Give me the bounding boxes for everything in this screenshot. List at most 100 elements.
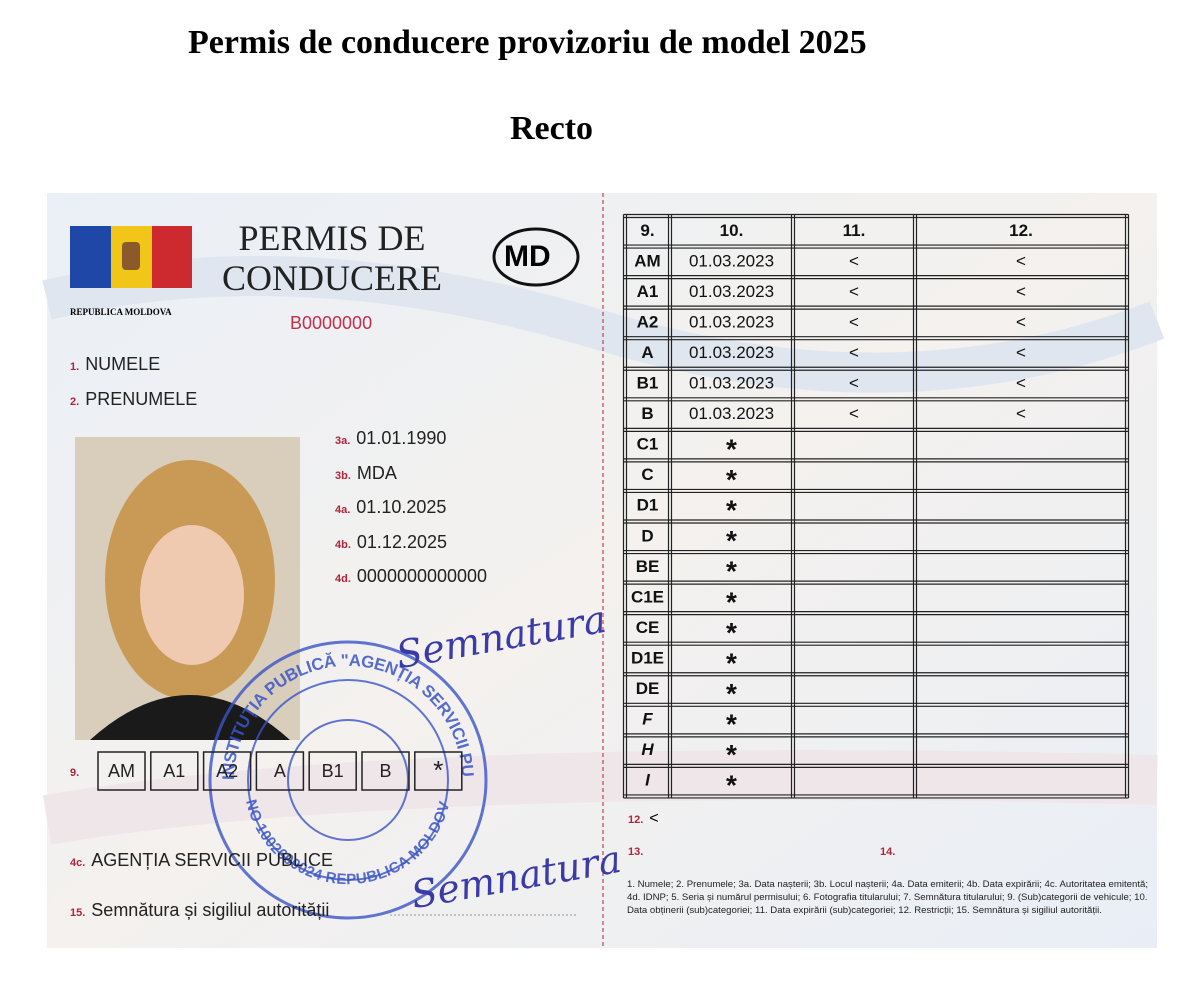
table-cell: < — [849, 343, 859, 362]
table-cell: B1 — [637, 374, 659, 393]
category-box — [150, 751, 199, 791]
subtitle: Recto — [510, 110, 594, 147]
field-num: 14. — [880, 846, 896, 858]
field-value: 01.10.2025 — [356, 497, 447, 517]
category-box — [361, 751, 410, 791]
table-cell: C1E — [631, 587, 664, 606]
table-cell: < — [849, 404, 859, 423]
flag — [152, 226, 192, 288]
table-cell: * — [726, 647, 737, 678]
category: * — [433, 755, 443, 785]
table-cell: * — [726, 556, 737, 587]
country: REPUBLICA MOLDOVA — [70, 307, 172, 317]
table-cell: A1 — [637, 282, 659, 301]
table-cell: 01.03.2023 — [689, 374, 774, 393]
category: B — [379, 761, 391, 781]
table-cell: < — [849, 374, 859, 393]
category-box — [255, 751, 305, 791]
table-cell: B — [641, 404, 653, 423]
field: 2. PRENUMELE — [70, 389, 197, 410]
table-cell: * — [726, 678, 737, 709]
table-cell: * — [726, 770, 737, 801]
stamp — [247, 679, 449, 881]
table-cell: < — [1016, 343, 1026, 362]
category-box — [414, 751, 463, 791]
category: B1 — [322, 761, 344, 781]
pattern — [42, 750, 1158, 845]
table-cell: 11. — [843, 221, 866, 240]
table-cell: 01.03.2023 — [689, 404, 774, 423]
field-value: PRENUMELE — [85, 389, 198, 409]
table-cell: D1 — [637, 496, 659, 515]
serial: B0000000 — [290, 313, 373, 333]
field-num: 4a. — [335, 504, 351, 516]
table-cell: 10. — [720, 221, 744, 240]
photo-body — [90, 695, 290, 740]
field: 3b. MDA — [335, 463, 397, 484]
table-cell: * — [726, 525, 737, 556]
field-value: MDA — [356, 462, 397, 483]
category: A2 — [216, 761, 238, 781]
table-cell: BE — [636, 557, 660, 576]
category: A — [274, 761, 286, 781]
table-cell: < — [1016, 282, 1026, 301]
stamp — [208, 640, 488, 920]
field-num: 2. — [70, 396, 80, 408]
heading: CONDUCERE — [222, 258, 443, 298]
field-num: 3a. — [335, 435, 351, 447]
field-num: 4b. — [335, 538, 351, 551]
restriction: < — [649, 810, 659, 827]
table-cell: * — [726, 617, 737, 648]
table-cell: * — [726, 739, 737, 770]
table-cell: DE — [636, 679, 660, 698]
country-code: MD — [504, 240, 551, 273]
table-cell: D — [641, 526, 653, 545]
legend: 1. Numele; 2. Prenumele; 3a. Data nașter… — [627, 879, 1148, 916]
category-box — [308, 751, 357, 791]
seal: Semnătura și sigiliul autorității — [91, 900, 330, 920]
field: 4a. 01.10.2025 — [335, 497, 446, 518]
field: 1. NUMELE — [70, 354, 160, 375]
category: AM — [108, 761, 135, 781]
pattern — [42, 256, 1165, 393]
table-cell: 9. — [640, 221, 654, 240]
table-cell: F — [642, 710, 653, 729]
field-num: 13. — [628, 846, 644, 858]
field-num: 9. — [70, 767, 80, 779]
photo-face — [140, 525, 244, 665]
table-cell: < — [1016, 251, 1026, 270]
table-cell: 01.03.2023 — [689, 251, 774, 270]
table-cell: I — [645, 771, 651, 790]
table-cell: C — [641, 465, 653, 484]
emblem — [122, 242, 140, 270]
field-num: 4d. — [335, 573, 351, 585]
title: Permis de conducere provizoriu de model … — [188, 24, 867, 61]
table-cell: 01.03.2023 — [689, 312, 774, 331]
heading: PERMIS DE — [238, 218, 426, 258]
table-cell: D1E — [631, 648, 664, 667]
field-num: 3b. — [335, 469, 351, 482]
field-value: NUMELE — [85, 354, 161, 374]
field-value: 01.12.2025 — [356, 531, 447, 552]
table-cell: * — [726, 495, 737, 526]
table-cell: A — [641, 343, 653, 362]
table-cell: < — [1016, 312, 1026, 331]
table-cell: * — [726, 464, 737, 495]
table-cell: < — [1016, 374, 1026, 393]
field: 3a. 01.01.1990 — [335, 428, 446, 449]
field-num: 12. — [628, 814, 644, 826]
table-cell: < — [849, 282, 859, 301]
field-value: 0000000000000 — [356, 566, 488, 586]
table-cell: * — [726, 586, 737, 617]
table-cell: A2 — [637, 312, 659, 331]
field-num: 4c. — [70, 857, 86, 869]
table-cell: CE — [636, 618, 660, 637]
field-value: 01.01.1990 — [356, 428, 447, 448]
authority: AGENȚIA SERVICII PUBLICE — [91, 850, 334, 870]
country-oval — [492, 227, 580, 287]
table-cell: 01.03.2023 — [689, 343, 774, 362]
field: 4d. 0000000000000 — [335, 566, 487, 587]
category-box — [97, 751, 146, 791]
